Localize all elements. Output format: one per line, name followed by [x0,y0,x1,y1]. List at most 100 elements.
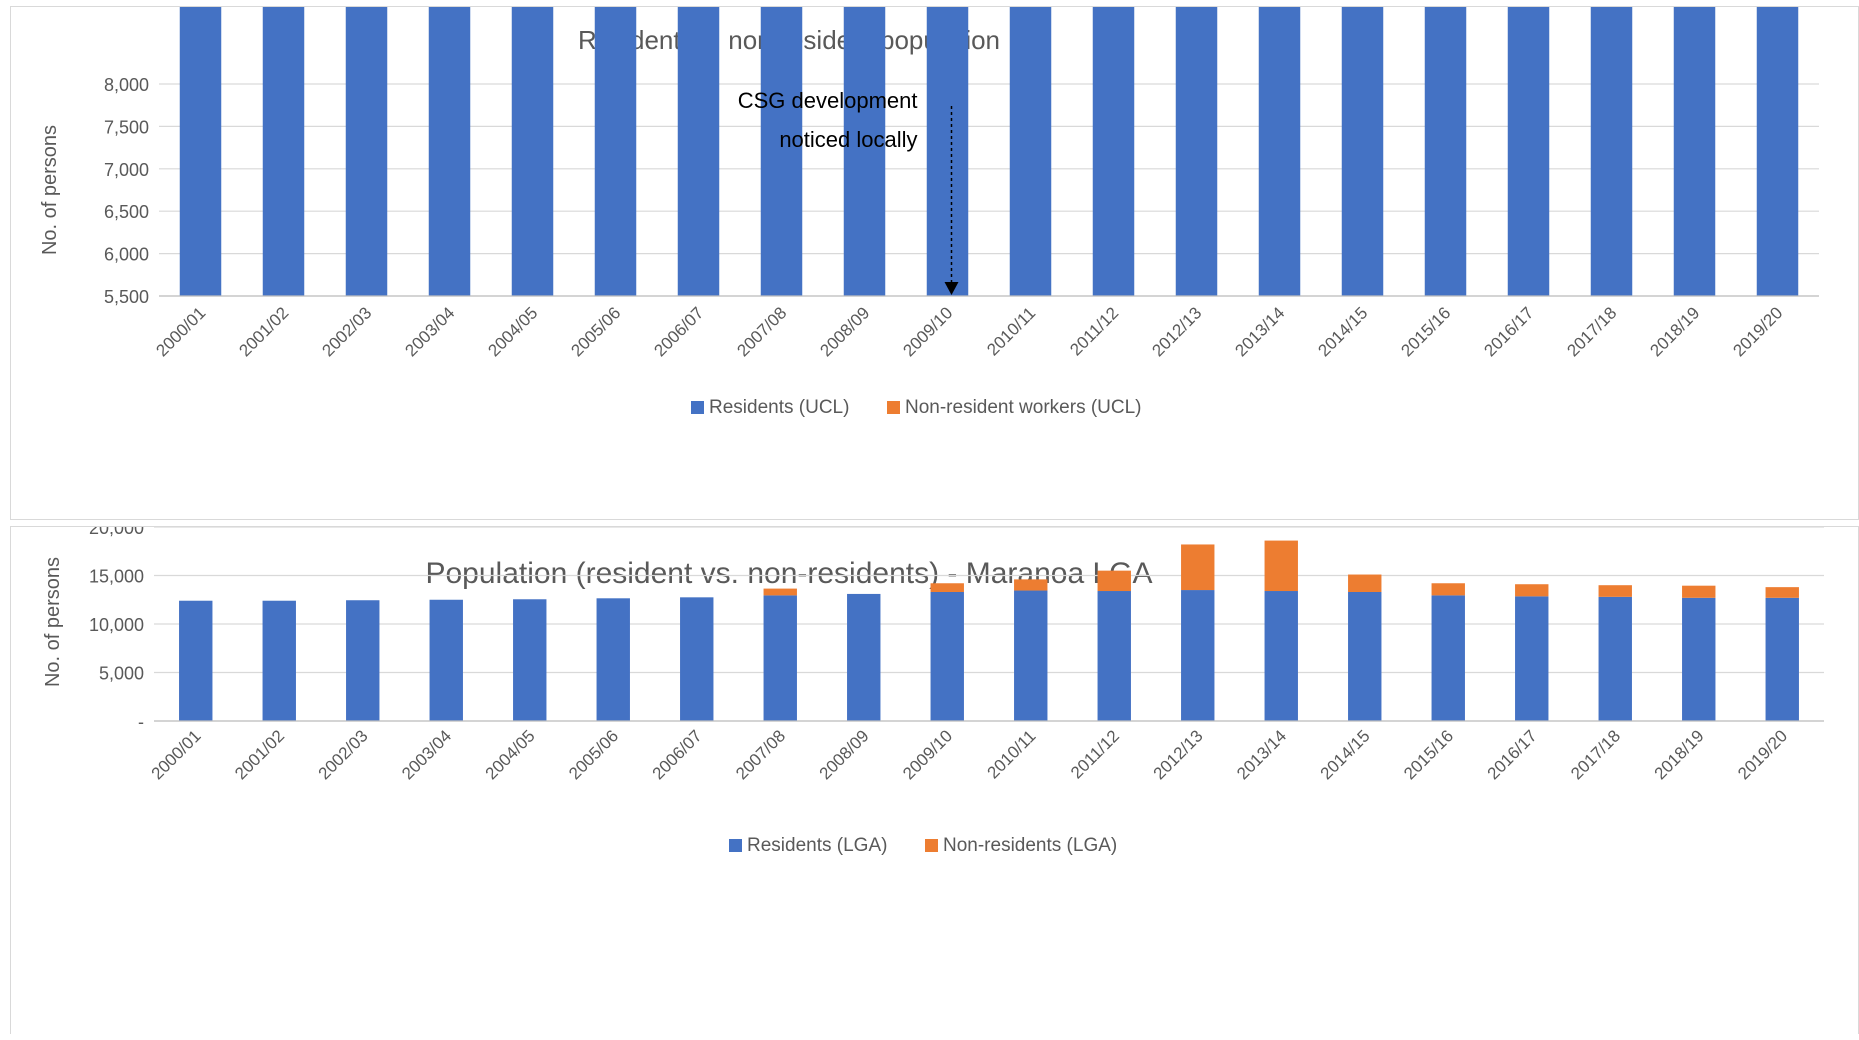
x-tick-label: 2001/02 [235,303,292,360]
bar-residents [1341,0,1384,296]
bar-residents [1507,0,1550,296]
y-tick-label: 7,500 [104,117,149,137]
x-tick-label: 2012/13 [1148,303,1205,360]
bar-residents [1348,591,1382,721]
annotation-text: noticed locally [779,127,917,152]
bar-residents [1598,596,1632,721]
x-tick-label: 2005/06 [567,303,624,360]
bar-non-residents [763,588,797,596]
bar-non-residents [1515,584,1549,597]
bar-residents [1673,0,1716,297]
bar-residents [1181,590,1215,721]
x-tick-label: 2017/18 [1567,726,1624,783]
x-tick-label: 2006/07 [650,303,707,360]
y-axis-label: No. of persons [42,557,64,687]
chart-panel-ucl: Resident vs. non-resident population5,50… [10,0,1859,520]
legend-swatch-residents [729,839,742,852]
bar-residents [1431,595,1465,721]
x-tick-label: 2011/12 [1066,303,1122,359]
bar-residents [511,0,554,296]
x-tick-label: 2007/08 [733,303,790,360]
bar-non-residents [1181,544,1215,591]
bar-residents [760,0,803,296]
bar-residents [763,595,797,721]
legend-label-non-residents: Non-residents (LGA) [943,835,1117,856]
bar-non-residents [1097,570,1131,592]
bar-residents [1009,0,1052,297]
bar-residents [1264,591,1298,721]
x-tick-label: 2004/05 [484,303,541,360]
bar-residents [680,597,714,721]
legend-label-residents: Residents (LGA) [747,835,887,856]
x-tick-label: 2003/04 [398,726,455,783]
bar-residents [513,599,547,721]
bar-residents [1515,596,1549,721]
bar-residents [843,0,886,296]
x-tick-label: 2008/09 [816,303,873,360]
x-tick-label: 2002/03 [318,303,375,360]
bar-residents [1756,0,1799,296]
y-tick-label: 8,000 [104,75,149,95]
y-tick-label: 5,500 [104,287,149,307]
legend-swatch-non-residents [887,401,900,414]
x-tick-label: 2010/11 [983,303,1039,359]
y-tick-label: 20,000 [89,527,144,538]
bar-residents [1258,0,1301,296]
x-tick-label: 2000/01 [148,726,205,783]
x-tick-label: 2019/20 [1729,303,1786,360]
x-tick-label: 2015/16 [1397,303,1454,360]
bar-residents [1175,0,1218,296]
legend-label-non-residents: Non-resident workers (UCL) [905,397,1142,418]
x-tick-label: 2015/16 [1400,726,1457,783]
bar-residents [179,600,213,721]
x-tick-label: 2016/17 [1480,303,1537,360]
bar-residents [847,593,881,721]
x-tick-label: 2007/08 [732,726,789,783]
x-tick-label: 2008/09 [816,726,873,783]
x-tick-label: 2014/15 [1314,303,1371,360]
x-tick-label: 2013/14 [1231,303,1288,360]
bar-residents [1682,597,1716,721]
bar-residents [1097,591,1131,721]
y-tick-label: 7,000 [104,160,149,180]
y-tick-label: 5,000 [99,664,144,684]
y-tick-label: 15,000 [89,567,144,587]
bar-residents [1765,597,1799,721]
bar-residents [429,599,463,721]
x-tick-label: 2000/01 [152,303,209,360]
x-tick-label: 2017/18 [1563,303,1620,360]
bar-non-residents [1014,579,1048,591]
bar-residents [428,0,471,296]
lga-plot-group: Population (resident vs. non-residents) … [42,518,1824,856]
y-tick-label: - [138,712,144,732]
annotation-text: CSG development [738,88,918,113]
chart-panel-lga: Population (resident vs. non-residents) … [10,518,1859,1034]
x-tick-label: 2011/12 [1067,726,1123,782]
bar-residents [1014,590,1048,721]
legend-swatch-residents [691,401,704,414]
x-tick-label: 2010/11 [984,726,1040,782]
bar-residents [1590,0,1633,297]
y-tick-label: 6,000 [104,245,149,265]
bar-residents [262,600,296,721]
ucl-population-chart: Resident vs. non-resident population5,50… [39,0,1819,418]
bar-non-residents [1264,540,1298,592]
bar-residents [179,0,222,296]
lga-population-chart: Population (resident vs. non-residents) … [42,518,1824,856]
legend-label-residents: Residents (UCL) [709,397,849,418]
bar-non-residents [1348,574,1382,592]
bar-residents [926,0,969,296]
x-tick-label: 2005/06 [565,726,622,783]
bar-residents [594,0,637,297]
bar-residents [677,0,720,296]
x-tick-label: 2016/17 [1484,726,1541,783]
bar-non-residents [1682,585,1716,598]
bar-residents [346,600,380,721]
x-tick-label: 2019/20 [1734,726,1791,783]
x-tick-label: 2006/07 [649,726,706,783]
x-tick-label: 2002/03 [315,726,372,783]
x-tick-label: 2014/15 [1317,726,1374,783]
annotation-arrow-head [944,282,959,295]
bar-non-residents [930,583,964,592]
bar-non-residents [1765,587,1799,598]
